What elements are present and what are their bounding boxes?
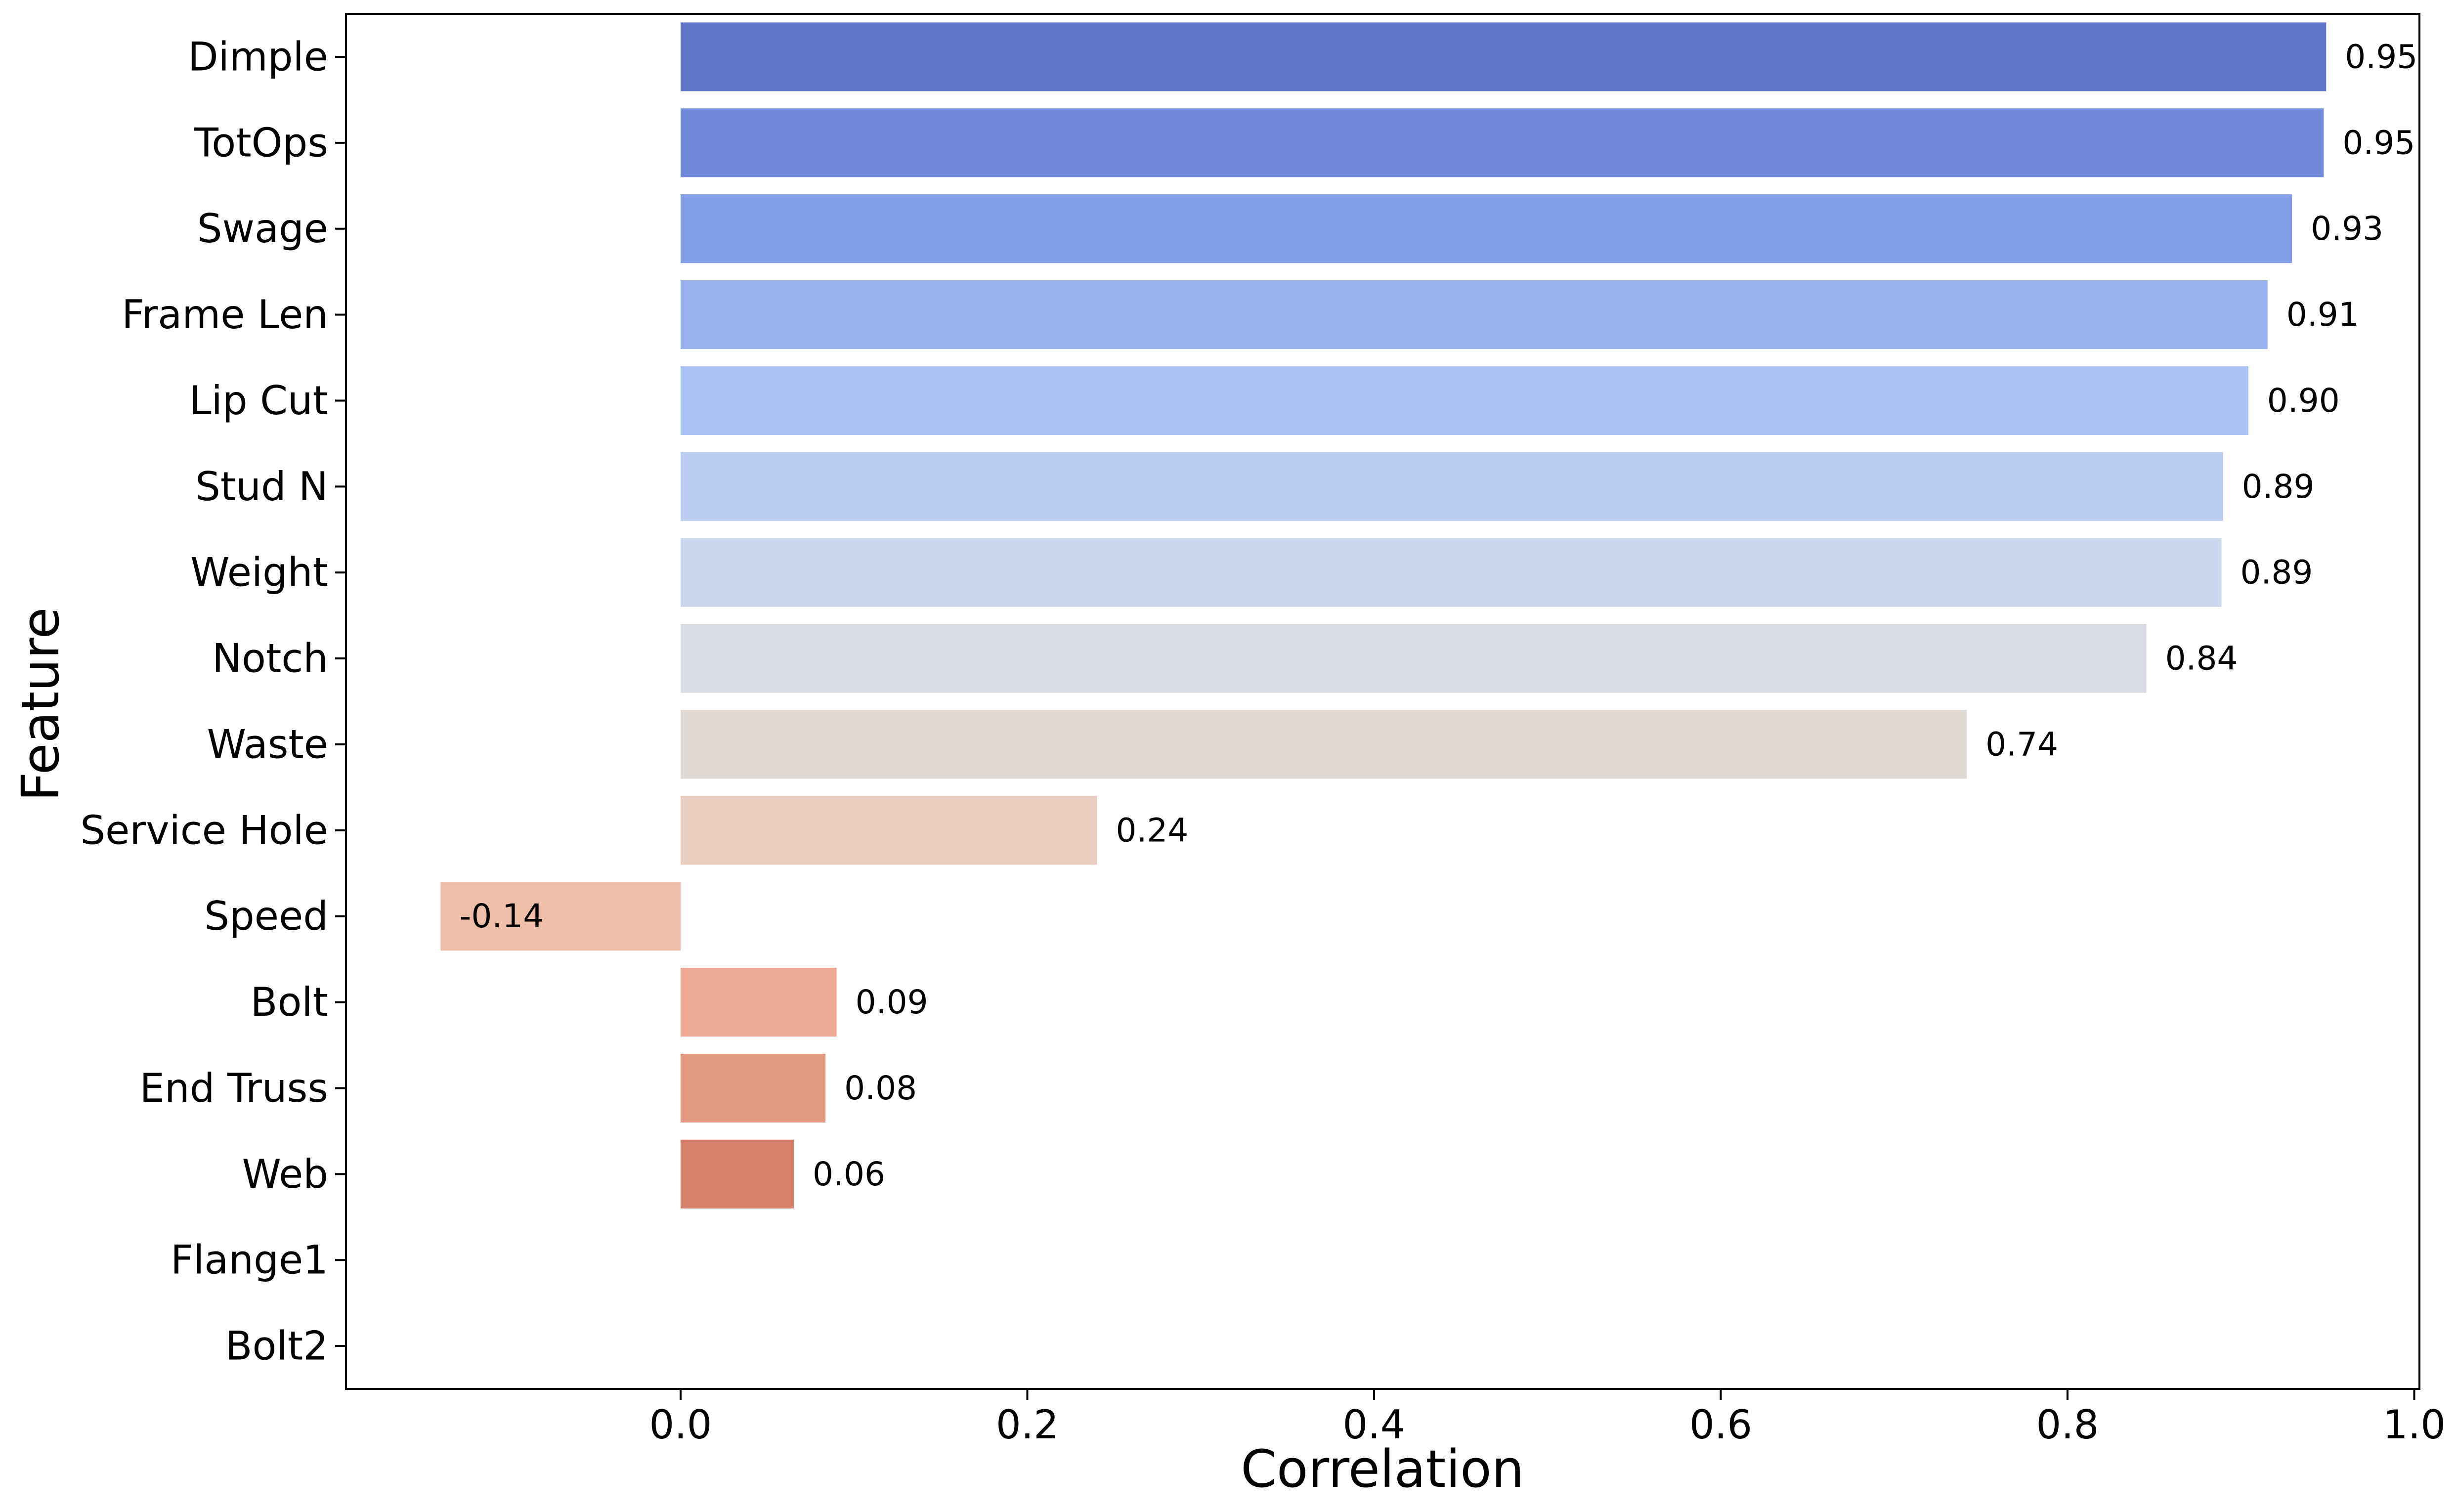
x-tick-label-3: 0.6 bbox=[1689, 1402, 1752, 1448]
bar-dimple bbox=[680, 22, 2327, 91]
bar-speed bbox=[440, 882, 681, 951]
y-tick-label-totops: TotOps bbox=[194, 120, 328, 166]
y-tick-label-lip-cut: Lip Cut bbox=[189, 378, 328, 424]
data-label-lip-cut: 0.90 bbox=[2267, 382, 2340, 420]
x-tick-label-2: 0.4 bbox=[1342, 1402, 1405, 1448]
x-tick-label-4: 0.8 bbox=[2036, 1402, 2099, 1448]
data-label-waste: 0.74 bbox=[1985, 725, 2058, 763]
y-tick-label-swage: Swage bbox=[197, 206, 328, 252]
bar-totops bbox=[680, 108, 2324, 177]
x-tick-label-5: 1.0 bbox=[2383, 1402, 2446, 1448]
y-tick-label-flange1: Flange1 bbox=[171, 1237, 328, 1283]
data-label-web: 0.06 bbox=[813, 1155, 885, 1193]
data-label-service-hole: 0.24 bbox=[1116, 811, 1188, 849]
data-label-stud-n: 0.89 bbox=[2242, 468, 2315, 506]
y-tick-label-waste: Waste bbox=[207, 721, 328, 767]
x-tick-label-0: 0.0 bbox=[649, 1402, 712, 1448]
data-label-bolt: 0.09 bbox=[856, 983, 928, 1021]
y-axis: Dimple TotOps Swage Frame Len Lip Cut Stud N W… bbox=[80, 34, 346, 1369]
data-label-frame-len: 0.91 bbox=[2286, 296, 2359, 334]
y-tick-label-stud-n: Stud N bbox=[195, 464, 328, 510]
data-label-weight: 0.89 bbox=[2240, 554, 2313, 592]
y-tick-label-weight: Weight bbox=[190, 550, 328, 596]
data-label-speed: -0.14 bbox=[460, 897, 544, 935]
data-labels-layer: 0.95 0.95 0.93 0.91 0.90 0.89 0.89 0.84 0.74 0.24… bbox=[460, 38, 2418, 1193]
y-tick-label-bolt2: Bolt2 bbox=[225, 1323, 328, 1369]
y-tick-label-web: Web bbox=[242, 1151, 328, 1197]
bar-notch bbox=[680, 624, 2147, 693]
data-label-notch: 0.84 bbox=[2165, 640, 2238, 678]
bar-bolt bbox=[680, 968, 837, 1037]
data-label-dimple: 0.95 bbox=[2345, 38, 2417, 76]
y-tick-label-bolt: Bolt bbox=[251, 979, 328, 1025]
data-label-totops: 0.95 bbox=[2342, 124, 2415, 162]
data-label-end-truss: 0.08 bbox=[844, 1069, 917, 1107]
y-tick-label-dimple: Dimple bbox=[188, 34, 328, 80]
y-tick-label-frame-len: Frame Len bbox=[122, 292, 328, 338]
bar-web bbox=[680, 1139, 794, 1209]
y-tick-label-service-hole: Service Hole bbox=[80, 807, 328, 853]
bar-lip-cut bbox=[680, 366, 2248, 435]
y-tick-label-speed: Speed bbox=[204, 893, 328, 939]
bar-waste bbox=[680, 710, 1967, 779]
y-tick-label-notch: Notch bbox=[212, 636, 328, 682]
bar-swage bbox=[680, 194, 2292, 263]
bar-end-truss bbox=[680, 1053, 826, 1123]
y-tick-label-end-truss: End Truss bbox=[139, 1065, 328, 1111]
bar-service-hole bbox=[680, 796, 1097, 865]
x-axis-title: Correlation bbox=[1241, 1439, 1524, 1499]
data-label-swage: 0.93 bbox=[2311, 210, 2383, 248]
bars-layer bbox=[440, 22, 2327, 1209]
bar-stud-n bbox=[680, 452, 2223, 521]
bar-frame-len bbox=[680, 280, 2268, 349]
x-tick-label-1: 0.2 bbox=[996, 1402, 1059, 1448]
bar-weight bbox=[680, 538, 2222, 607]
plot-frame bbox=[345, 13, 2420, 1390]
x-axis: 0.0 0.2 0.4 0.6 0.8 1.0 bbox=[649, 1389, 2446, 1448]
y-axis-title: Feature bbox=[10, 607, 71, 802]
